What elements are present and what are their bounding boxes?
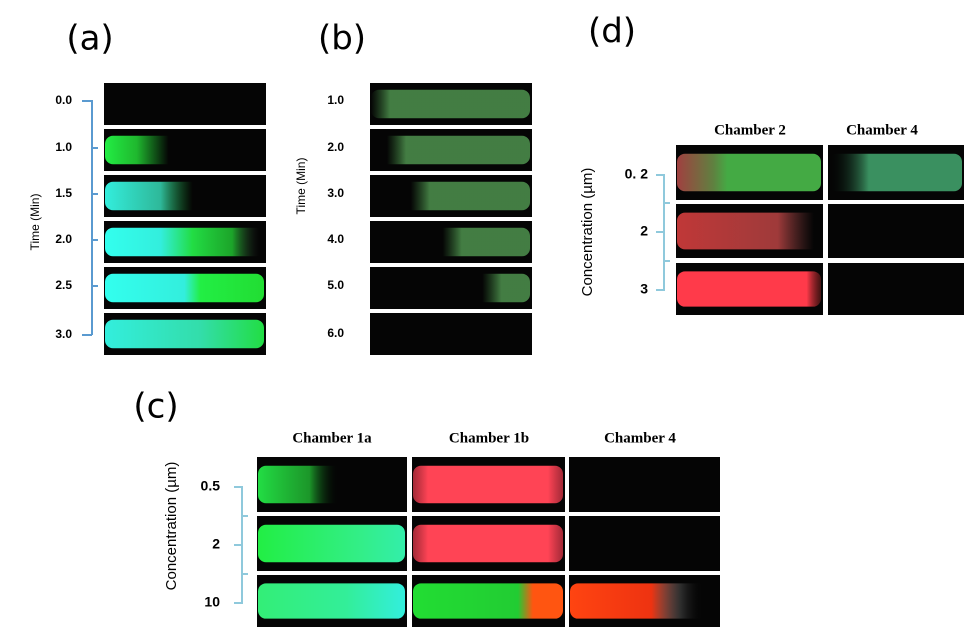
- fluorescence: [371, 90, 530, 119]
- fluorescence: [413, 466, 563, 503]
- fluorescence: [677, 154, 821, 191]
- row-label: 2: [212, 536, 220, 552]
- fluorescence: [258, 466, 405, 503]
- micrograph: [569, 457, 720, 512]
- column-header: Chamber 1a: [292, 430, 372, 446]
- fluorescence: [105, 320, 264, 349]
- panel-label: (c): [133, 387, 178, 427]
- micrograph: [104, 83, 266, 125]
- fluorescence: [677, 271, 821, 306]
- row-label: 2.0: [55, 232, 72, 246]
- figure: (a) Time (Min) 0.0 1.0 1.5 2.0 2.5 3.0 (…: [0, 0, 964, 627]
- fluorescence: [371, 182, 530, 211]
- row-label: 10: [204, 594, 220, 610]
- fluorescence: [677, 213, 821, 250]
- row-label: 0.5: [201, 478, 221, 494]
- row-label: 2.5: [55, 278, 72, 292]
- column-header: Chamber 2: [714, 122, 786, 138]
- row-label: 0. 2: [625, 166, 649, 182]
- fluorescence: [829, 154, 962, 191]
- row-label: 4.0: [327, 232, 344, 246]
- fluorescence: [371, 274, 530, 303]
- axis-title: Concentration (µm): [579, 168, 596, 297]
- row-label: 5.0: [327, 278, 344, 292]
- bracket: [82, 101, 98, 335]
- axis-title: Concentration (µm): [163, 462, 180, 591]
- fluorescence: [105, 182, 264, 211]
- fluorescence: [570, 583, 718, 618]
- micrograph: [370, 313, 532, 355]
- micrograph: [569, 516, 720, 571]
- micrograph: [828, 263, 964, 315]
- fluorescence: [413, 583, 563, 618]
- fluorescence: [413, 525, 563, 562]
- row-label: 3: [640, 281, 648, 297]
- row-label: 1.0: [55, 140, 72, 154]
- row-label: 3.0: [55, 327, 72, 341]
- row-label: 0.0: [55, 93, 72, 107]
- row-label: 1.0: [327, 93, 344, 107]
- column-header: Chamber 4: [846, 122, 918, 138]
- panel-label: (b): [318, 19, 366, 59]
- fluorescence: [105, 136, 264, 165]
- fluorescence: [105, 274, 264, 303]
- panel-label: (d): [588, 12, 636, 52]
- axis-title: Time (Min): [28, 194, 42, 251]
- fluorescence: [371, 136, 530, 165]
- bracket: [234, 487, 248, 603]
- column-header: Chamber 1b: [449, 430, 529, 446]
- column-header: Chamber 4: [604, 430, 676, 446]
- fluorescence: [258, 525, 405, 562]
- fluorescence: [371, 228, 530, 257]
- panel-label: (a): [66, 19, 113, 59]
- row-label: 6.0: [327, 326, 344, 340]
- row-label: 3.0: [327, 186, 344, 200]
- micrograph: [828, 204, 964, 258]
- row-label: 2: [640, 223, 648, 239]
- row-label: 2.0: [327, 140, 344, 154]
- row-label: 1.5: [55, 186, 72, 200]
- fluorescence: [258, 583, 405, 618]
- fluorescence: [105, 228, 264, 257]
- bracket: [656, 175, 670, 290]
- axis-title: Time (Min): [294, 158, 308, 215]
